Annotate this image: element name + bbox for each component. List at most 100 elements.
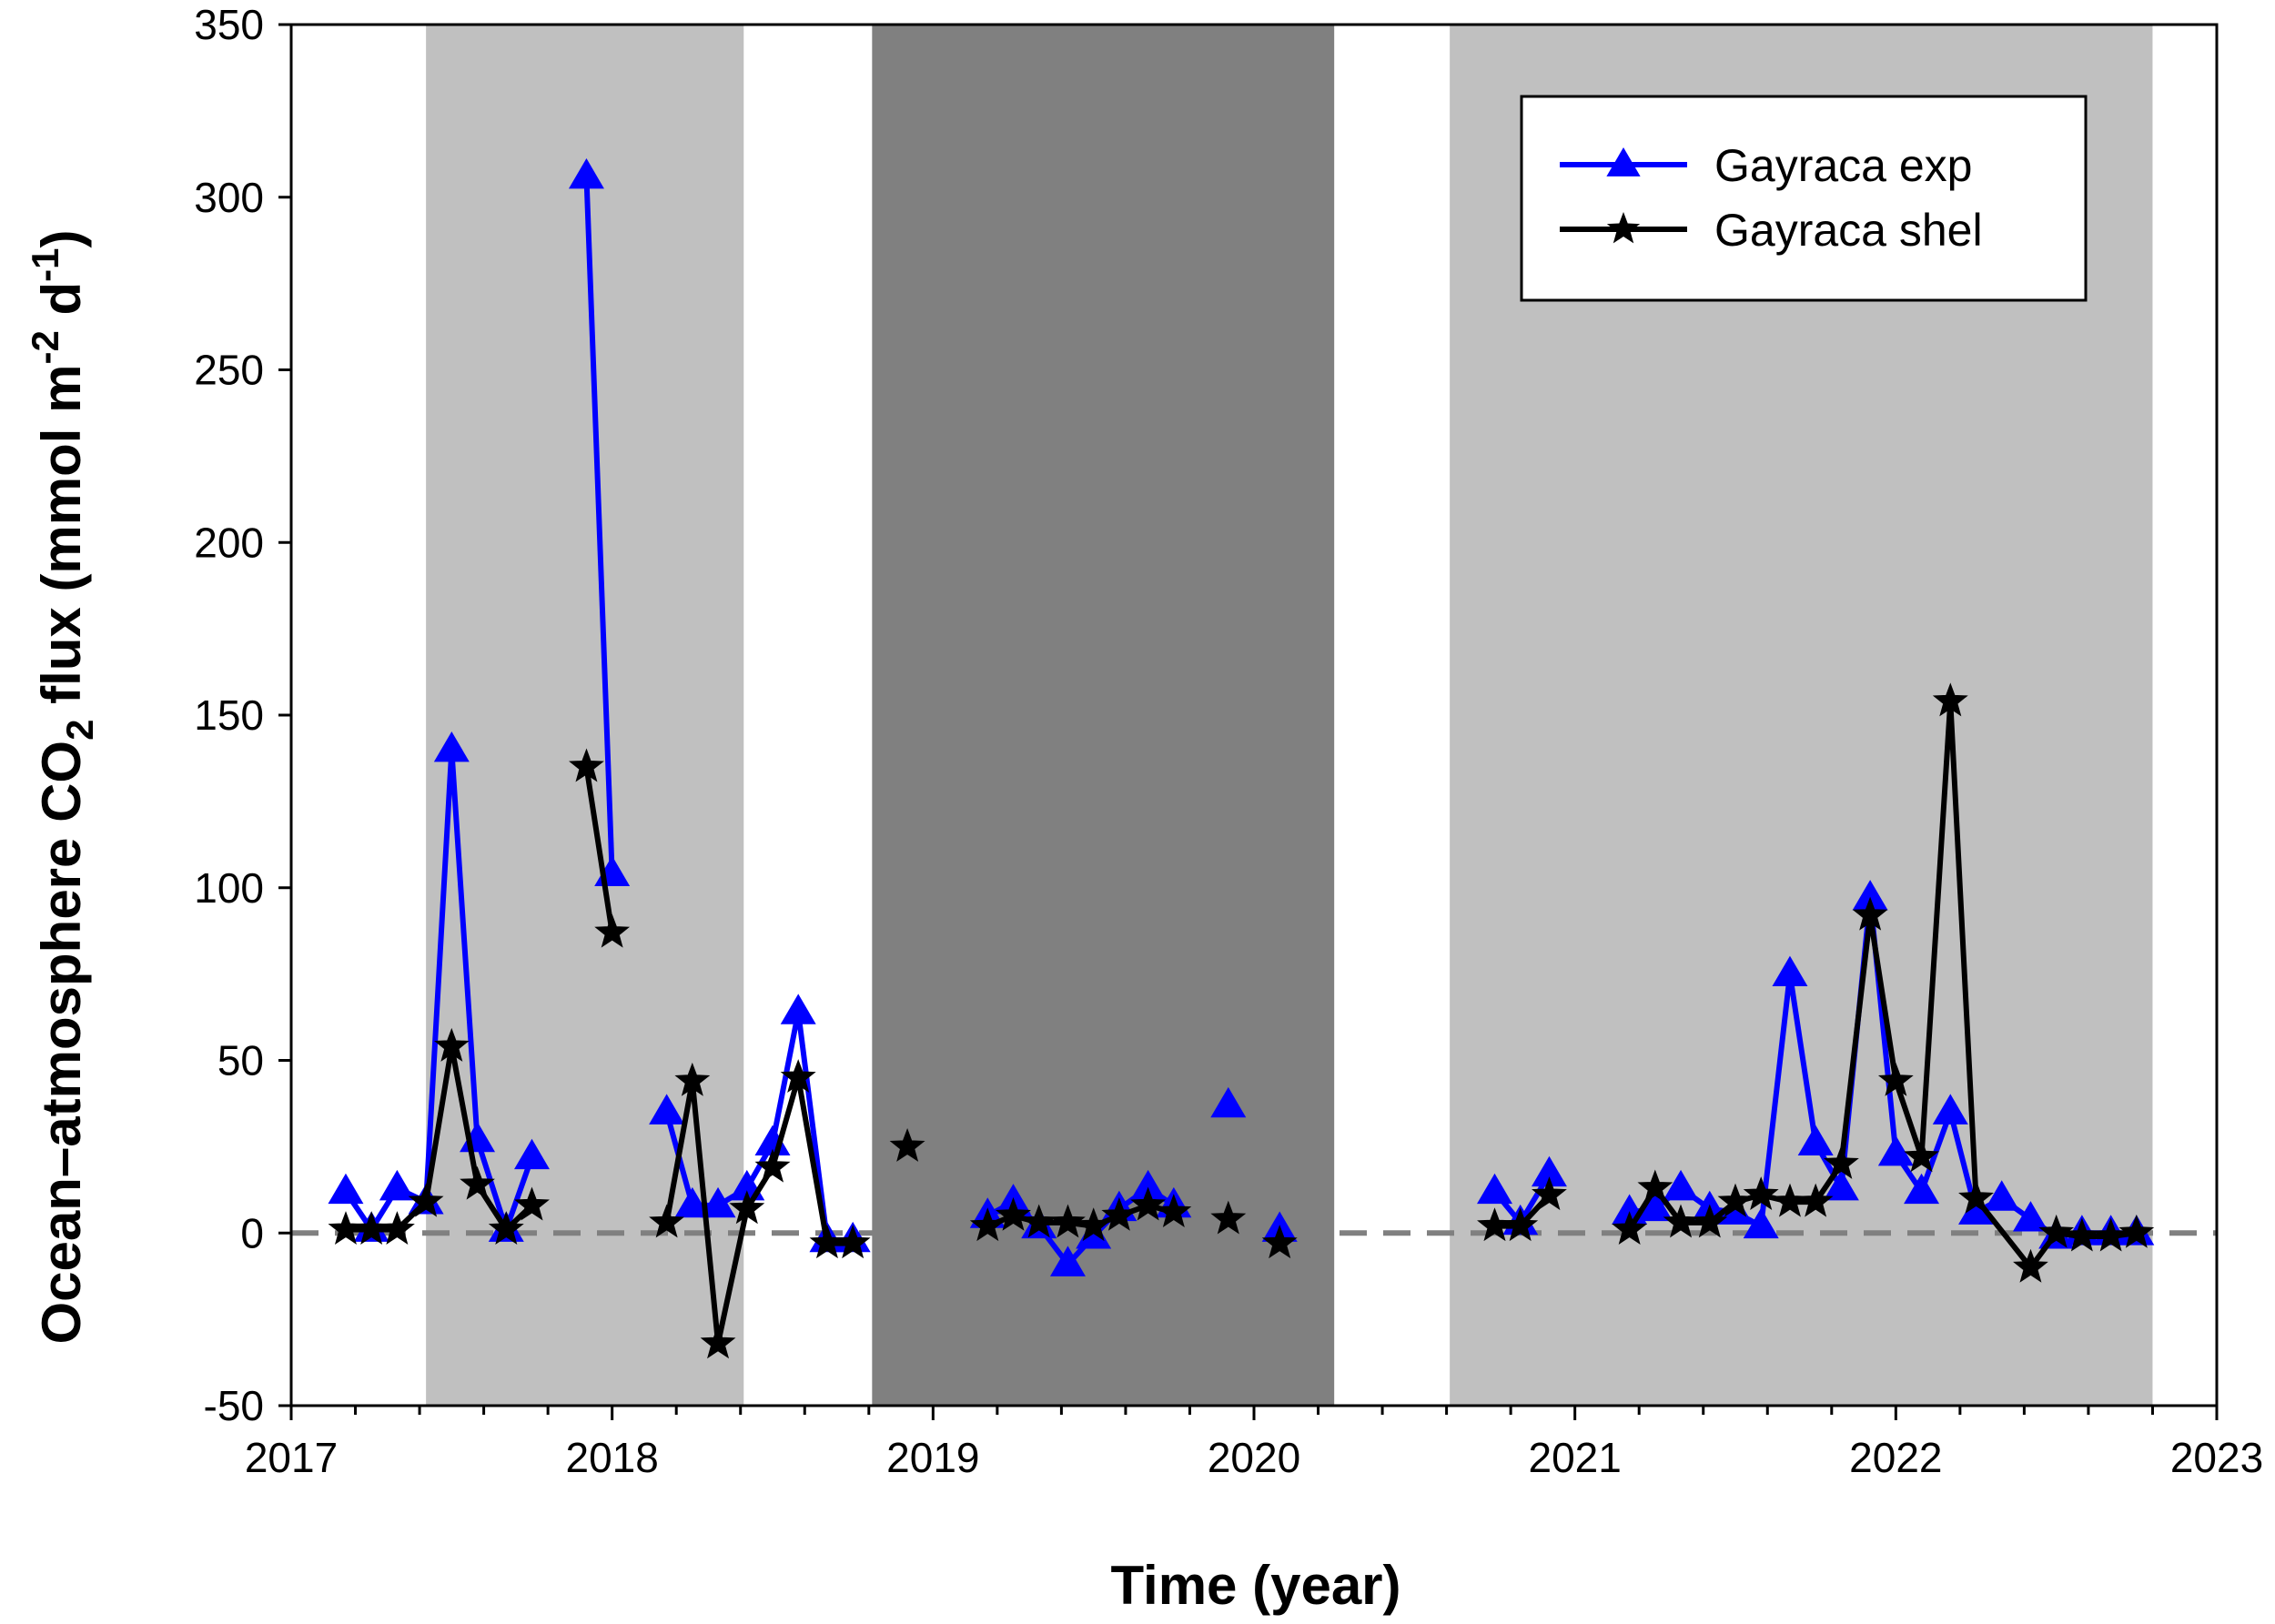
data-point-gayraca-shel xyxy=(1210,1200,1247,1235)
data-point-gayraca-exp xyxy=(700,1186,736,1218)
data-point-gayraca-shel xyxy=(1156,1194,1192,1228)
data-point-gayraca-shel xyxy=(1130,1186,1167,1221)
data-point-gayraca-shel xyxy=(488,1211,524,1245)
x-tick-label: 2018 xyxy=(565,1434,658,1481)
data-point-gayraca-shel xyxy=(700,1325,736,1359)
y-axis-title-part1: Ocean–atmosphere CO xyxy=(31,741,92,1345)
x-axis-title: Time (year) xyxy=(1110,1555,1400,1616)
y-axis-title-sup1: -2 xyxy=(24,330,66,364)
y-tick-label: 300 xyxy=(194,174,264,221)
data-point-gayraca-shel xyxy=(514,1186,550,1221)
data-point-gayraca-shel xyxy=(1532,1176,1567,1211)
data-point-gayraca-exp xyxy=(1904,1173,1940,1205)
y-tick-label: 350 xyxy=(194,1,264,48)
data-point-gayraca-shel xyxy=(2093,1217,2129,1252)
data-point-gayraca-shel xyxy=(1877,1062,1914,1096)
data-point-gayraca-exp xyxy=(514,1138,550,1170)
data-point-gayraca-exp xyxy=(1772,955,1808,987)
x-tick-label: 2019 xyxy=(886,1434,979,1481)
x-tick-label: 2021 xyxy=(1528,1434,1621,1481)
data-point-gayraca-shel xyxy=(1692,1204,1728,1238)
data-point-gayraca-shel xyxy=(834,1225,871,1259)
data-point-gayraca-shel xyxy=(780,1059,816,1093)
data-point-gayraca-exp xyxy=(328,1173,364,1205)
data-point-gayraca-shel xyxy=(996,1196,1031,1231)
data-point-gayraca-exp xyxy=(780,994,816,1024)
data-point-gayraca-shel xyxy=(1637,1169,1673,1204)
data-point-gayraca-exp xyxy=(1877,1135,1914,1166)
shaded-period-2 xyxy=(872,25,1335,1406)
data-point-gayraca-exp xyxy=(674,1186,711,1218)
legend-label-gayraca-exp: Gayraca exp xyxy=(1714,140,1972,191)
data-point-gayraca-exp xyxy=(1743,1207,1779,1239)
x-tick-label: 2022 xyxy=(1849,1434,1942,1481)
data-point-gayraca-shel xyxy=(1823,1145,1859,1179)
data-point-gayraca-shel xyxy=(1932,682,1968,717)
data-point-gayraca-shel xyxy=(379,1211,415,1245)
data-point-gayraca-shel xyxy=(569,748,604,782)
data-point-gayraca-shel xyxy=(1612,1211,1648,1245)
y-axis-title-sub: 2 xyxy=(58,720,101,741)
legend-box xyxy=(1520,95,2088,302)
data-point-gayraca-shel xyxy=(1502,1207,1539,1242)
data-point-gayraca-exp xyxy=(1663,1169,1699,1201)
data-point-gayraca-shel xyxy=(2038,1214,2075,1248)
y-axis-title-part2: flux (mmol m xyxy=(31,365,92,720)
data-point-gayraca-exp xyxy=(1797,1125,1834,1155)
data-point-gayraca-shel xyxy=(754,1148,791,1183)
series-line-gayraca-exp-2 xyxy=(583,176,615,874)
data-point-gayraca-exp xyxy=(568,157,604,189)
legend: Gayraca exp Gayraca shel xyxy=(1520,95,2088,302)
data-point-gayraca-exp xyxy=(1984,1180,2020,1211)
data-point-gayraca-shel xyxy=(433,1027,470,1062)
data-point-gayraca-shel xyxy=(969,1207,1006,1242)
y-tick-label: -50 xyxy=(204,1382,264,1429)
data-point-gayraca-shel xyxy=(1050,1204,1086,1238)
data-point-gayraca-exp xyxy=(649,1094,685,1125)
data-point-gayraca-shel xyxy=(460,1165,495,1200)
data-point-gayraca-shel xyxy=(649,1204,685,1238)
data-point-gayraca-shel xyxy=(2013,1248,2048,1283)
y-axis-title-sup2: -1 xyxy=(24,247,66,281)
y-tick-label: 150 xyxy=(194,691,264,739)
data-point-gayraca-shel xyxy=(1101,1196,1138,1231)
y-tick-label: 200 xyxy=(194,519,264,566)
data-point-gayraca-shel xyxy=(1743,1176,1779,1211)
data-point-gayraca-exp xyxy=(1049,1246,1086,1276)
series-line-gayraca-shel-2 xyxy=(583,766,615,933)
data-point-gayraca-exp xyxy=(1477,1173,1512,1205)
x-tick-label: 2020 xyxy=(1208,1434,1300,1481)
series-line-gayraca-shel-3 xyxy=(663,1074,854,1347)
y-axis-title-part4: ) xyxy=(31,230,92,248)
data-point-gayraca-shel xyxy=(594,913,631,948)
series-gayraca-shel xyxy=(328,682,2155,1359)
data-point-gayraca-exp xyxy=(2012,1201,2048,1232)
legend-marker-gayraca-shel xyxy=(1606,212,1641,244)
axis-ticks: -50 0 50 100 150 200 250 300 350 2017 2018 2019 2020… xyxy=(194,1,2263,1481)
data-point-gayraca-shel xyxy=(674,1062,711,1096)
legend-marker-gayraca-exp xyxy=(1606,147,1641,177)
data-point-gayraca-exp xyxy=(433,731,470,762)
data-point-gayraca-shel xyxy=(1717,1183,1754,1217)
legend-label-gayraca-shel: Gayraca shel xyxy=(1714,205,1983,256)
data-point-gayraca-shel xyxy=(1797,1183,1834,1217)
data-point-gayraca-shel xyxy=(1904,1138,1939,1173)
data-point-gayraca-shel xyxy=(1958,1179,1994,1214)
data-point-gayraca-shel xyxy=(408,1183,444,1217)
data-point-gayraca-exp xyxy=(1823,1169,1859,1201)
data-point-gayraca-shel xyxy=(1261,1225,1298,1259)
data-point-gayraca-exp xyxy=(1932,1094,1968,1125)
data-point-gayraca-shel xyxy=(729,1190,765,1225)
y-tick-label: 100 xyxy=(194,864,264,912)
y-tick-label: 0 xyxy=(240,1209,264,1256)
y-axis-title-part3: d xyxy=(31,282,92,330)
x-tick-label: 2017 xyxy=(245,1434,338,1481)
y-tick-label: 250 xyxy=(194,347,264,394)
data-point-gayraca-shel xyxy=(2118,1214,2155,1248)
series-layer xyxy=(328,157,2155,1359)
y-tick-label: 50 xyxy=(217,1037,264,1084)
data-point-gayraca-shel xyxy=(1076,1207,1112,1242)
data-point-gayraca-shel xyxy=(889,1127,925,1162)
data-point-gayraca-exp xyxy=(1210,1086,1247,1118)
